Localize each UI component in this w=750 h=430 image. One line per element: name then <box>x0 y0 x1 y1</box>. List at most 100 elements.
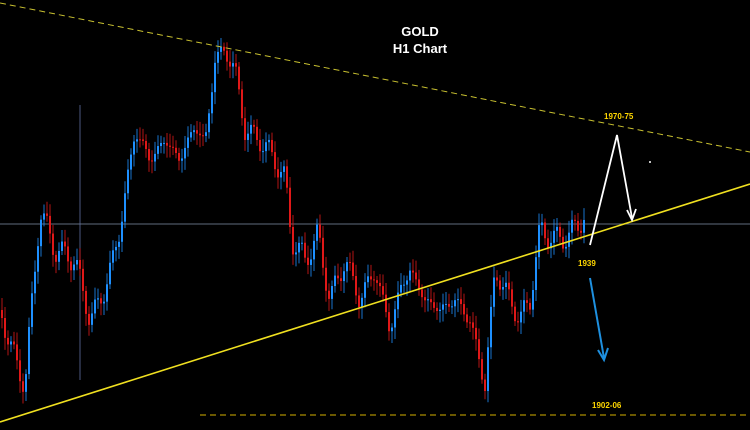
candle-part <box>244 118 246 140</box>
candle-part <box>169 145 171 147</box>
candle-part <box>373 279 375 281</box>
candle-part <box>328 290 330 299</box>
candle-part <box>262 151 264 153</box>
candle-part <box>4 317 6 338</box>
candle-part <box>142 139 144 141</box>
candle-part <box>304 242 306 258</box>
candle-part <box>367 276 369 283</box>
candle-part <box>388 312 390 332</box>
resistance-line <box>0 2 750 153</box>
candle-part <box>481 359 483 380</box>
candle-part <box>337 275 339 279</box>
candle-part <box>295 252 297 255</box>
candle-part <box>424 297 426 301</box>
candle-part <box>472 322 474 328</box>
candle-part <box>415 272 417 280</box>
candle-part <box>31 293 33 327</box>
candle-part <box>232 63 234 67</box>
candle-part <box>280 171 282 178</box>
candle-part <box>322 237 324 268</box>
candle-part <box>22 381 24 392</box>
candle-part <box>253 124 255 127</box>
candle-part <box>238 66 240 90</box>
candle-part <box>331 286 333 299</box>
candle-part <box>184 147 186 159</box>
candle-part <box>241 89 243 119</box>
candle-part <box>457 299 459 301</box>
candle-part <box>268 139 270 143</box>
annotation: 1939 <box>578 259 596 268</box>
candle-part <box>454 300 456 307</box>
candle-part <box>103 301 105 304</box>
candle-part <box>460 299 462 305</box>
candle-part <box>490 306 492 348</box>
candle-part <box>94 299 96 314</box>
candle-part <box>391 327 393 332</box>
candle-part <box>550 242 552 249</box>
candle-part <box>298 242 300 253</box>
candle-part <box>301 242 303 244</box>
candle-part <box>208 113 210 133</box>
candle-part <box>55 254 57 262</box>
candle-part <box>343 271 345 282</box>
candle-part <box>421 289 423 298</box>
candle-part <box>376 280 378 283</box>
candle-part <box>559 226 561 237</box>
candle-part <box>556 226 558 231</box>
candle-part <box>73 264 75 271</box>
candle-part <box>496 277 498 281</box>
candle-part <box>190 132 192 138</box>
candle-part <box>211 92 213 114</box>
candle-part <box>1 310 3 318</box>
candle-part <box>310 259 312 265</box>
candle-part <box>289 187 291 228</box>
candle-part <box>355 276 357 296</box>
candle-part <box>229 61 231 67</box>
candle-part <box>511 289 513 307</box>
candle-part <box>148 149 150 161</box>
candle-part <box>544 222 546 239</box>
candle-part <box>436 307 438 311</box>
candle-part <box>352 262 354 277</box>
candle-part <box>580 230 582 233</box>
candle-part <box>583 219 585 233</box>
candle-part <box>187 137 189 148</box>
arrow-head <box>597 347 609 363</box>
candle-part <box>568 232 570 247</box>
candle-part <box>463 304 465 315</box>
candle-part <box>64 241 66 247</box>
candle-part <box>565 246 567 249</box>
candle-part <box>100 298 102 304</box>
candle-part <box>112 250 114 263</box>
candle-part <box>259 139 261 152</box>
candle-part <box>214 62 216 93</box>
candle-part <box>199 133 201 136</box>
dot <box>649 161 651 163</box>
candle-part <box>250 124 252 134</box>
candle-part <box>493 277 495 307</box>
candle-part <box>418 279 420 290</box>
candle-part <box>364 282 366 298</box>
annotation: 1970-75 <box>604 112 634 121</box>
candle-part <box>151 160 153 162</box>
candle-part <box>361 297 363 308</box>
candle-part <box>160 142 162 147</box>
candle-part <box>334 275 336 287</box>
candle-part <box>7 337 9 345</box>
candle-part <box>205 132 207 136</box>
annotation: 1902-06 <box>592 401 622 410</box>
candle-part <box>451 306 453 308</box>
candle-part <box>508 282 510 290</box>
candle-part <box>277 169 279 178</box>
candle-part <box>400 284 402 293</box>
candle-part <box>349 262 351 264</box>
arrow-head <box>626 208 637 223</box>
candle-part <box>532 290 534 310</box>
candle-part <box>40 219 42 247</box>
candle-part <box>469 322 471 324</box>
candle-part <box>406 280 408 285</box>
candle-part <box>79 260 81 269</box>
candle-part <box>58 250 60 262</box>
